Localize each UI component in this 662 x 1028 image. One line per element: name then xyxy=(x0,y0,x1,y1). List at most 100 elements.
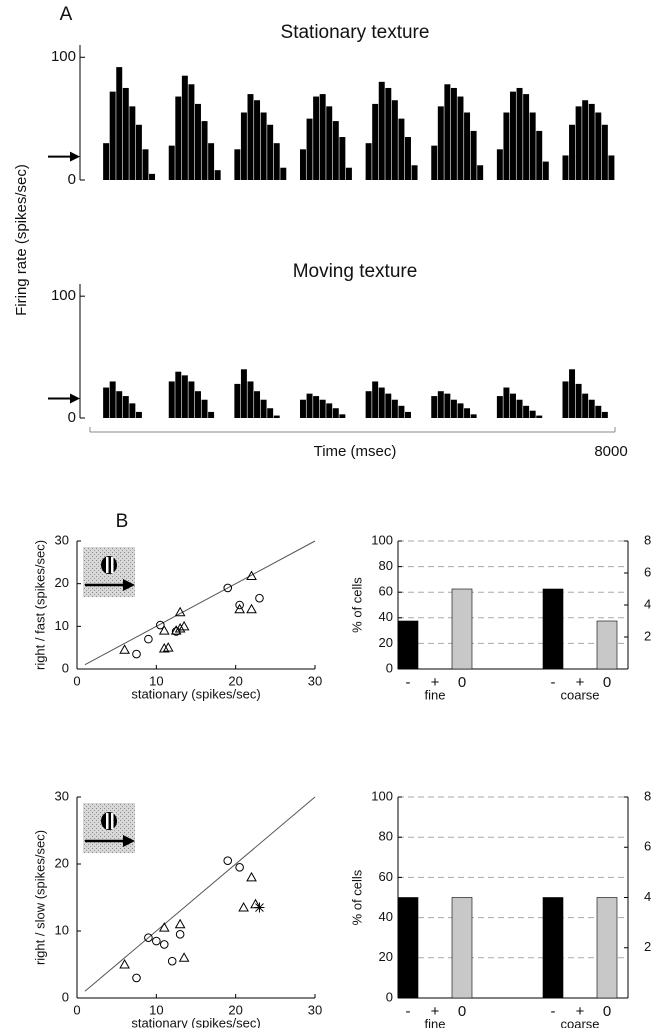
y-tick-label: 0 xyxy=(62,660,69,675)
chart-title: Stationary texture xyxy=(281,22,430,43)
x-tick-label: 10 xyxy=(149,1002,163,1017)
x-tick-label: - xyxy=(551,674,556,691)
y-tick-label: 0 xyxy=(386,989,393,1004)
bar xyxy=(582,393,589,418)
bar xyxy=(181,75,188,180)
bar xyxy=(529,410,536,418)
point xyxy=(158,922,170,932)
x-tick-label: - xyxy=(406,674,411,691)
y-tick-label: 0 xyxy=(68,409,76,426)
group-label: coarse xyxy=(560,687,599,702)
bar xyxy=(595,112,602,180)
y-tick-label: 30 xyxy=(55,532,69,547)
y-tick-label: 60 xyxy=(379,869,393,884)
bar xyxy=(601,124,608,180)
bar xyxy=(122,87,129,180)
bar xyxy=(385,87,392,180)
y-tick-label: 20 xyxy=(55,575,69,590)
bar xyxy=(405,411,411,418)
bar xyxy=(397,620,419,670)
point xyxy=(234,603,245,614)
point xyxy=(170,625,182,635)
bar xyxy=(496,149,503,180)
point xyxy=(167,956,177,966)
y-tick-label: 20 xyxy=(55,855,69,870)
x-tick-label: 0 xyxy=(458,1003,466,1020)
y-tick-label: 20 xyxy=(379,949,393,964)
y-tick-label: 60 xyxy=(379,584,393,599)
bar xyxy=(306,393,313,418)
y-tick-label: 0 xyxy=(386,660,393,675)
y-axis-label: Firing rate (spikes/sec) xyxy=(13,164,30,316)
y-tick-label: 80 xyxy=(379,829,393,844)
x-tick-label: + xyxy=(576,674,585,691)
point xyxy=(152,936,161,946)
inset-arrow-head xyxy=(123,835,135,847)
bar xyxy=(378,81,385,180)
x-tick-label: + xyxy=(576,1003,585,1020)
bar xyxy=(516,87,523,180)
point xyxy=(132,649,141,659)
bar xyxy=(496,396,503,418)
bar xyxy=(149,173,156,180)
x-axis-label: stationary (spikes/sec) xyxy=(131,686,260,701)
x-axis-label: stationary (spikes/sec) xyxy=(131,1015,260,1028)
bar xyxy=(464,408,471,418)
bar xyxy=(365,143,372,180)
bar xyxy=(345,167,352,180)
bar xyxy=(214,170,221,180)
inset-grating xyxy=(101,556,117,574)
bar xyxy=(254,391,261,418)
bar xyxy=(326,403,333,418)
bar xyxy=(195,391,201,418)
bar xyxy=(234,149,241,180)
bar xyxy=(378,387,385,418)
bar xyxy=(372,103,379,180)
point xyxy=(174,622,186,633)
bar xyxy=(240,112,247,180)
bar xyxy=(260,399,267,418)
identity-line xyxy=(84,796,316,992)
bar xyxy=(444,84,451,180)
bar xyxy=(267,408,274,418)
x-tick-label: 20 xyxy=(228,673,242,688)
bar xyxy=(398,118,405,180)
y-tick-label: 20 xyxy=(379,635,393,650)
bar xyxy=(116,391,123,418)
bar xyxy=(431,396,438,418)
bar xyxy=(313,396,320,418)
point xyxy=(255,593,264,603)
y-tick-label: 10 xyxy=(55,922,69,937)
bar xyxy=(168,381,175,418)
bar xyxy=(319,399,326,418)
y-tick-label: 100 xyxy=(371,532,393,547)
bar xyxy=(503,112,510,180)
bar xyxy=(201,121,208,180)
bar xyxy=(523,94,530,180)
point xyxy=(246,871,257,882)
point xyxy=(158,625,170,635)
point xyxy=(223,856,233,865)
bar xyxy=(516,399,523,418)
y-tick-label: 100 xyxy=(51,287,76,304)
bar xyxy=(254,100,261,180)
y2-tick-label: 6 xyxy=(644,839,651,854)
bar xyxy=(109,91,116,180)
bar xyxy=(444,393,451,418)
bar xyxy=(195,103,201,180)
bar xyxy=(569,369,576,418)
bar xyxy=(596,620,618,670)
bar xyxy=(437,391,444,418)
bar xyxy=(477,165,484,180)
group-label: fine xyxy=(425,687,446,702)
bar xyxy=(450,399,457,418)
bar xyxy=(431,145,438,180)
point xyxy=(174,606,186,617)
bar xyxy=(450,87,457,180)
bar xyxy=(575,106,582,180)
panel-label: A xyxy=(60,4,73,25)
bar xyxy=(306,118,313,180)
x-tick-label: - xyxy=(406,1003,411,1020)
point xyxy=(159,940,169,949)
chart-title: Moving texture xyxy=(293,261,418,282)
